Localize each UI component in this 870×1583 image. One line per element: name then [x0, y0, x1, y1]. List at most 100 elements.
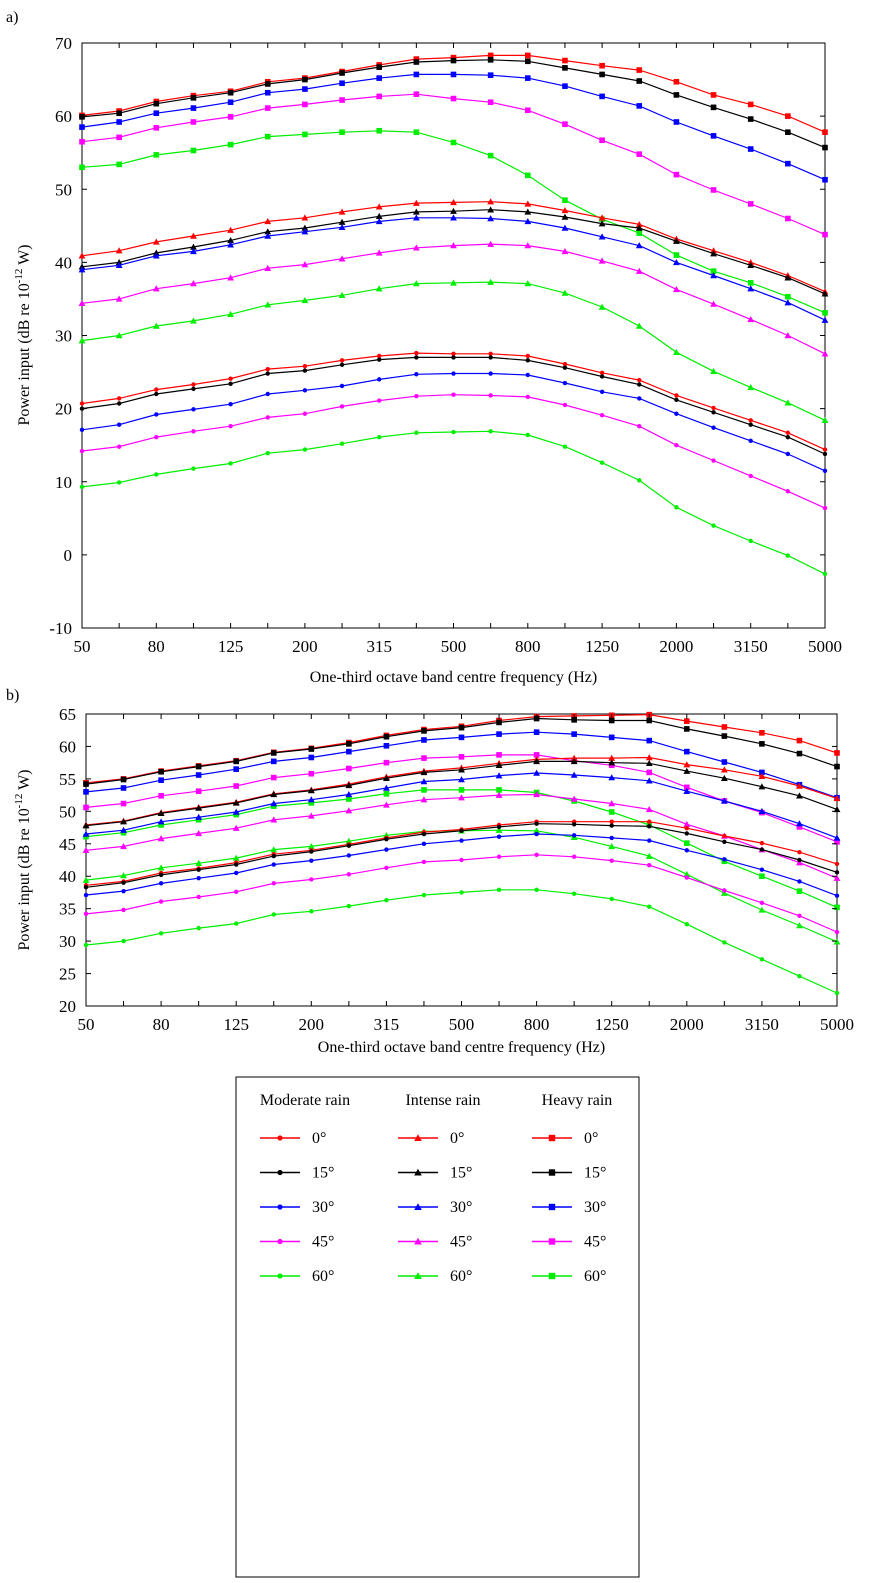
- x-tick-label-a: 500: [441, 637, 467, 656]
- series-heavy-rain-0deg-a-point: [822, 129, 828, 136]
- series-intense-rain-45deg-b-point: [195, 829, 203, 837]
- series-moderate-rain-45deg-a-point: [488, 393, 493, 398]
- series-moderate-rain-15deg-b: [83, 821, 840, 890]
- series-heavy-rain-0deg-a-point: [450, 54, 457, 61]
- series-moderate-rain-45deg-b-point: [196, 894, 201, 900]
- series-heavy-rain-0deg-a-point: [487, 52, 494, 59]
- series-moderate-rain-45deg-b-point: [309, 877, 314, 882]
- series-moderate-rain-60deg-a-point: [265, 451, 270, 456]
- series-moderate-rain-30deg-a-point: [785, 451, 791, 457]
- series-intense-rain-15deg-b-point: [307, 787, 315, 794]
- legend-marker: [548, 1203, 556, 1211]
- series-moderate-rain-30deg-b-point: [346, 853, 352, 858]
- series-intense-rain-30deg-b-point: [458, 776, 465, 783]
- y-tick-label-b: 50: [59, 802, 76, 821]
- series-intense-rain-60deg-b-point: [720, 889, 728, 896]
- series-heavy-rain-15deg-b-point: [646, 717, 653, 724]
- series-intense-rain-30deg-b-point: [683, 787, 691, 794]
- series-moderate-rain-30deg-a-point: [674, 411, 679, 416]
- series-intense-rain-30deg-b-point: [157, 818, 165, 825]
- series-moderate-rain-45deg-a-point: [525, 394, 530, 400]
- series-intense-rain-60deg-a-point: [78, 337, 86, 344]
- series-moderate-rain-0deg-a-point: [377, 353, 382, 359]
- series-moderate-rain-0deg-a-point: [748, 418, 753, 423]
- legend-item: 30°: [260, 1199, 334, 1216]
- series-intense-rain-45deg-a-point: [115, 295, 123, 302]
- y-tick-label-a: 0: [64, 546, 73, 565]
- series-intense-rain-60deg-a-point: [561, 289, 569, 296]
- series-intense-rain-60deg-b-point: [533, 827, 540, 834]
- series-intense-rain-60deg-a-point: [598, 303, 606, 310]
- legend-group-title: Intense rain: [405, 1092, 480, 1109]
- series-intense-rain-15deg-b-point: [608, 759, 616, 766]
- legend-item: 0°: [260, 1130, 326, 1147]
- series-heavy-rain-15deg-a-point: [487, 57, 494, 63]
- series-moderate-rain-60deg-a-point: [562, 444, 568, 449]
- series-intense-rain-30deg-a-point: [598, 233, 606, 240]
- series-intense-rain-0deg-a-point: [561, 207, 569, 214]
- series-heavy-rain-0deg-a-point: [413, 56, 420, 62]
- legend-angle-label: 15°: [584, 1165, 606, 1182]
- series-moderate-rain-30deg-b-point: [496, 834, 502, 839]
- series-intense-rain-45deg-b-point: [533, 791, 540, 798]
- series-intense-rain-0deg-a-point: [264, 218, 272, 225]
- series-moderate-rain-0deg-a-point: [711, 405, 716, 411]
- y-tick-label-b: 65: [59, 705, 76, 724]
- series-moderate-rain-15deg-a-point: [339, 362, 345, 367]
- series-intense-rain-15deg-a-point: [190, 243, 197, 250]
- series-heavy-rain-45deg-a-point: [190, 119, 197, 125]
- series-moderate-rain-45deg-b-point: [534, 852, 539, 858]
- series-intense-rain-15deg-a-point: [227, 237, 234, 244]
- series-intense-rain-60deg-b-point: [307, 842, 315, 850]
- series-intense-rain-45deg-a-point: [747, 316, 755, 323]
- series-moderate-rain-0deg-a-point: [228, 376, 233, 381]
- series-heavy-rain-30deg-b-point: [759, 769, 765, 776]
- series-moderate-rain-15deg-b-point: [797, 857, 802, 863]
- x-tick-label-a: 200: [292, 637, 318, 656]
- legend-marker: [414, 1203, 422, 1211]
- series-heavy-rain-45deg-a-point: [339, 97, 345, 103]
- series-intense-rain-15deg-b: [82, 757, 841, 829]
- series-heavy-rain-45deg-b-point: [308, 770, 315, 777]
- x-tick-label-b: 1250: [595, 1015, 629, 1034]
- series-intense-rain-45deg-a-point: [524, 242, 532, 249]
- x-tick-label-a: 50: [74, 637, 91, 656]
- series-intense-rain-0deg-b-point: [758, 772, 766, 780]
- series-moderate-rain-45deg-b-point: [722, 888, 727, 893]
- series-heavy-rain-60deg-a-point: [450, 139, 457, 146]
- series-intense-rain-0deg-a-point: [78, 252, 86, 259]
- series-intense-rain-60deg-a-point: [190, 317, 197, 324]
- series-moderate-rain-0deg-a-point: [488, 351, 493, 356]
- series-moderate-rain-0deg-a-point: [302, 364, 308, 369]
- series-intense-rain-30deg-a-point: [821, 316, 829, 323]
- series-intense-rain-45deg-a-point: [227, 274, 234, 281]
- series-heavy-rain-30deg-b-point: [346, 748, 352, 755]
- series-intense-rain-30deg-b-point: [758, 807, 766, 815]
- series-moderate-rain-45deg-a-point: [116, 444, 122, 449]
- series-moderate-rain-60deg-a-point: [674, 505, 679, 510]
- series-intense-rain-15deg-b-point: [458, 766, 465, 773]
- series-heavy-rain-60deg-a-point: [376, 127, 382, 134]
- series-intense-rain-45deg-b-point: [157, 835, 165, 842]
- series-moderate-rain-30deg-a-point: [748, 438, 753, 443]
- series-moderate-rain-0deg-b-point: [684, 826, 689, 831]
- series-heavy-rain-15deg-a-point: [227, 89, 234, 96]
- plot-area-a: [81, 42, 826, 629]
- series-moderate-rain-30deg-a-point: [191, 407, 196, 412]
- series-intense-rain-15deg-a-point: [412, 208, 420, 215]
- y-tick-label-a: 20: [55, 400, 72, 419]
- series-moderate-rain-60deg-b-point: [309, 909, 314, 914]
- series-moderate-rain-30deg-b-point: [797, 879, 802, 884]
- series-heavy-rain-45deg-a-point: [673, 171, 680, 178]
- legend-item: 15°: [532, 1165, 606, 1182]
- legend-item: 60°: [260, 1268, 334, 1285]
- series-moderate-rain-30deg-a-point: [822, 468, 828, 473]
- y-tick-label-b: 35: [59, 900, 76, 919]
- series-heavy-rain-15deg-a-point: [376, 64, 382, 70]
- series-intense-rain-60deg-b-point: [345, 837, 353, 844]
- series-intense-rain-60deg-a-point: [301, 297, 309, 304]
- x-tick-label-a: 125: [218, 637, 244, 656]
- series-intense-rain-45deg-b-point: [383, 801, 390, 808]
- series-heavy-rain-30deg-b-point: [458, 734, 465, 741]
- series-heavy-rain-45deg-a-point: [747, 201, 754, 207]
